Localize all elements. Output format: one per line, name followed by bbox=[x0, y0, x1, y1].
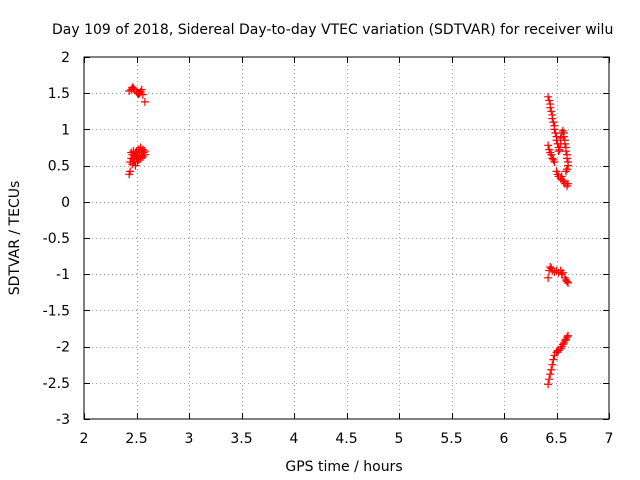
y-tick-label: -3 bbox=[56, 412, 70, 428]
data-point bbox=[126, 167, 135, 176]
y-tick-label: -1 bbox=[56, 267, 70, 283]
data-point bbox=[564, 179, 573, 188]
data-point bbox=[564, 331, 573, 340]
data-point bbox=[563, 154, 571, 163]
y-tick-label: -2.5 bbox=[43, 376, 70, 392]
data-point bbox=[560, 139, 569, 148]
plot-frame bbox=[83, 56, 610, 420]
data-point bbox=[559, 132, 568, 141]
x-tick-label: 3.5 bbox=[230, 431, 252, 447]
x-tick-label: 3 bbox=[185, 431, 194, 447]
y-tick-label: 2 bbox=[61, 50, 70, 66]
data-point bbox=[549, 355, 558, 364]
data-point bbox=[558, 126, 567, 135]
data-point bbox=[558, 176, 567, 185]
y-tick-label: 1.5 bbox=[48, 86, 70, 102]
data-point bbox=[547, 365, 556, 374]
data-point bbox=[564, 161, 573, 170]
data-point bbox=[564, 278, 573, 287]
axis-ticks bbox=[84, 57, 610, 420]
data-point bbox=[555, 145, 564, 154]
x-tick-label: 6 bbox=[500, 431, 509, 447]
data-point bbox=[547, 107, 556, 116]
tick-labels: 2 2.5 3 3.5 4 4.5 5 5.5 6 6.5 7 2 1.5 1 0.5 0 -0.5 -1 -1.5… bbox=[43, 50, 614, 447]
data-point bbox=[140, 150, 149, 159]
x-tick-label: 4 bbox=[290, 431, 299, 447]
x-tick-label: 6.5 bbox=[545, 431, 567, 447]
data-point bbox=[140, 97, 149, 106]
grid-lines bbox=[84, 57, 609, 419]
data-point bbox=[545, 375, 554, 384]
data-point bbox=[546, 370, 555, 379]
data-point bbox=[546, 103, 555, 112]
data-point bbox=[548, 114, 557, 123]
data-point bbox=[561, 147, 570, 156]
x-axis-title: GPS time / hours bbox=[285, 459, 402, 475]
y-tick-label: 0.5 bbox=[48, 159, 70, 175]
data-point bbox=[563, 333, 571, 342]
y-axis-title: SDTVAR / TECUs bbox=[7, 181, 23, 296]
data-point bbox=[552, 136, 561, 145]
x-tick-label: 7 bbox=[605, 431, 614, 447]
data-point bbox=[545, 96, 554, 105]
x-tick-label: 5 bbox=[395, 431, 404, 447]
data-point bbox=[544, 92, 553, 101]
x-tick-label: 2.5 bbox=[125, 431, 147, 447]
data-point bbox=[554, 147, 563, 156]
data-point bbox=[549, 155, 558, 164]
y-tick-label: -0.5 bbox=[43, 231, 70, 247]
data-point bbox=[550, 157, 559, 166]
data-point bbox=[557, 172, 566, 181]
x-tick-label: 5.5 bbox=[440, 431, 462, 447]
data-point bbox=[547, 150, 556, 159]
data-point bbox=[561, 167, 570, 176]
data-point bbox=[550, 125, 559, 134]
data-point bbox=[548, 154, 557, 163]
data-point bbox=[558, 268, 567, 277]
data-point bbox=[546, 262, 555, 271]
data-point bbox=[138, 90, 147, 99]
y-tick-label: -1.5 bbox=[43, 303, 70, 319]
data-point bbox=[544, 273, 553, 282]
y-tick-label: 1 bbox=[61, 122, 70, 138]
data-point bbox=[549, 118, 558, 127]
data-point bbox=[544, 380, 553, 389]
data-points bbox=[125, 83, 573, 389]
x-tick-label: 2 bbox=[80, 431, 89, 447]
data-point bbox=[544, 141, 553, 150]
data-point bbox=[137, 85, 146, 94]
x-tick-label: 4.5 bbox=[335, 431, 357, 447]
data-point bbox=[548, 360, 557, 369]
y-tick-label: -2 bbox=[56, 340, 70, 356]
y-tick-label: 0 bbox=[61, 195, 70, 211]
data-point bbox=[563, 277, 571, 286]
chart-title: Day 109 of 2018, Sidereal Day-to-day VTE… bbox=[52, 22, 613, 38]
